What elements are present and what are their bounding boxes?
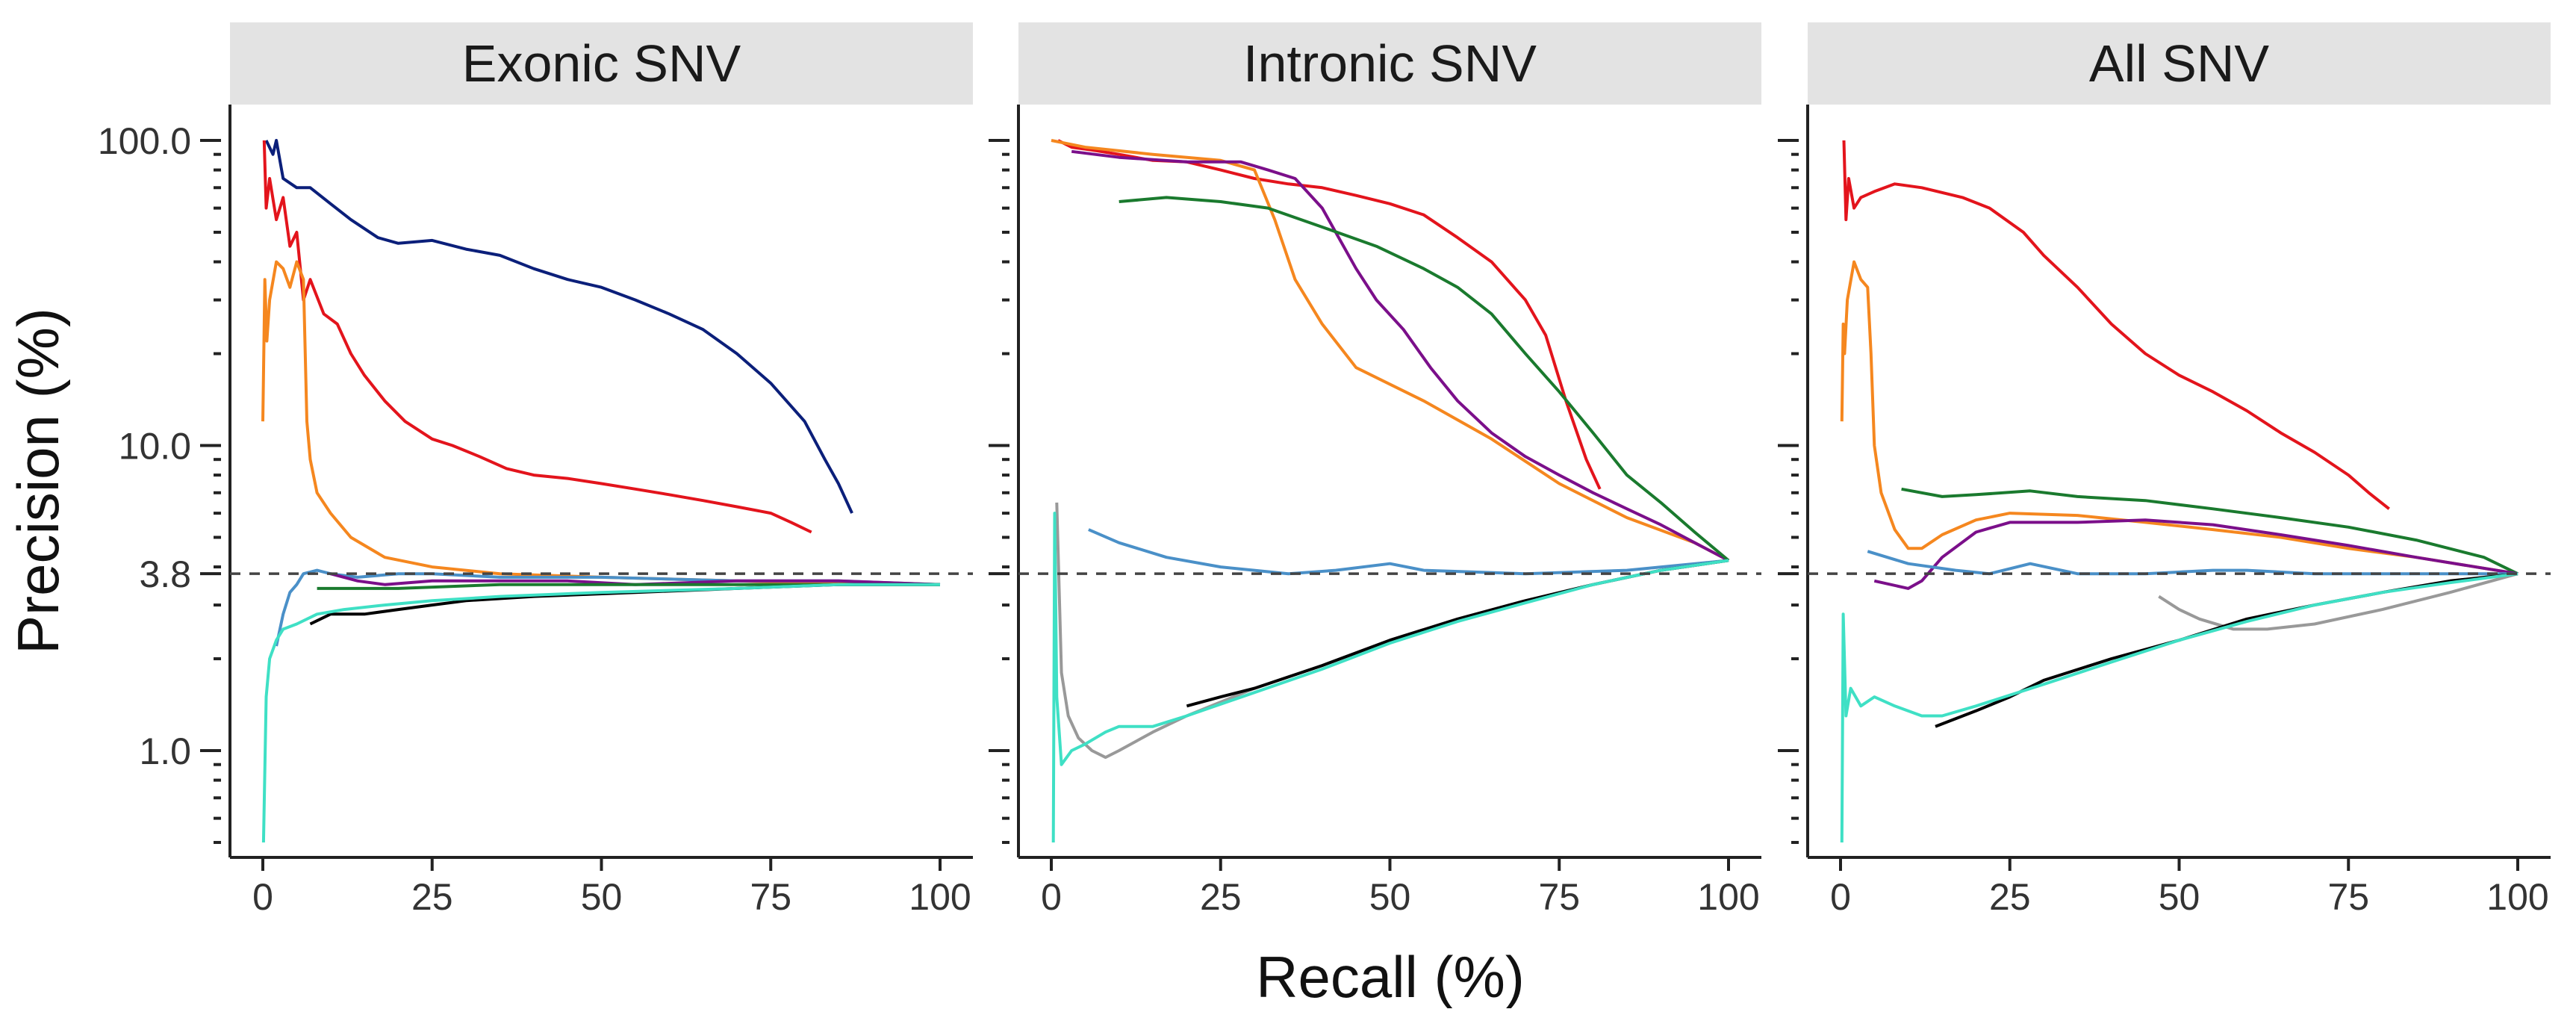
panel-2-x-tick-label: 75 <box>1538 876 1580 918</box>
panel-3-series-2-line <box>1840 260 2519 576</box>
panel-2-series-8-line <box>1051 512 1729 843</box>
panel-1-series-3-line <box>261 260 940 586</box>
panel-3-series-3-line <box>1901 487 2519 575</box>
panel-2-series-4-line <box>1119 196 1730 562</box>
panel-1-title: Exonic SNV <box>462 34 741 93</box>
panel-1-x-tick-label: 100 <box>909 876 971 918</box>
panel-3-series-1-line <box>1842 140 2390 510</box>
panel-3-series-8-line <box>1840 572 2519 843</box>
panel-1-x-tick-label: 50 <box>581 876 623 918</box>
panel-3-x-tick-label: 25 <box>1989 876 2031 918</box>
panel-3-x-tick-label: 75 <box>2327 876 2369 918</box>
x-axis-title: Recall (%) <box>1256 944 1525 1008</box>
y-tick-label: 1.0 <box>139 730 191 772</box>
panel-2-series-7-line <box>1186 559 1729 708</box>
y-tick-label: 3.8 <box>139 553 191 595</box>
panel-2-title: Intronic SNV <box>1243 34 1537 93</box>
panel-3-strip <box>1808 22 2551 105</box>
panel-1-x-tick-label: 25 <box>411 876 453 918</box>
y-axis-title: Precision (%) <box>5 308 71 654</box>
panel-3-series-5-line <box>1867 550 2518 576</box>
panel-1-series-1-line <box>264 139 853 514</box>
panel-2-x-tick-label: 25 <box>1200 876 1242 918</box>
panel-1-strip <box>230 22 973 105</box>
panel-3-x-tick-label: 0 <box>1830 876 1851 918</box>
panel-1-x-tick-label: 0 <box>252 876 273 918</box>
panel-2-strip <box>1018 22 1761 105</box>
panel-3-series-6-line <box>2158 572 2519 631</box>
panel-3-title: All SNV <box>2089 34 2269 93</box>
panel-2-x-tick-label: 100 <box>1697 876 1759 918</box>
panel-1-x-tick-label: 75 <box>750 876 791 918</box>
panel-2-series-6-line <box>1055 502 1729 760</box>
panel-2-series-3-line <box>1071 149 1729 562</box>
panel-1-series-2-line <box>262 140 812 534</box>
panel-3-x-tick-label: 50 <box>2159 876 2200 918</box>
panel-2-series-2-line <box>1051 139 1729 562</box>
panel-2-series-5-line <box>1088 528 1729 576</box>
panel-3-series-4-line <box>1873 518 2519 590</box>
panel-3-x-tick-label: 100 <box>2486 876 2548 918</box>
panel-1-series-4-line <box>275 568 941 647</box>
panel-1-series-5-line <box>330 572 941 586</box>
panel-2-x-tick-label: 0 <box>1041 876 1062 918</box>
panel-2-series-1-line <box>1057 139 1602 490</box>
panel-1-series-8-line <box>261 583 940 843</box>
y-tick-label: 10.0 <box>119 426 191 468</box>
panel-1-series-6-line <box>317 583 940 590</box>
y-tick-label: 100.0 <box>98 120 191 162</box>
panel-2-x-tick-label: 50 <box>1369 876 1411 918</box>
